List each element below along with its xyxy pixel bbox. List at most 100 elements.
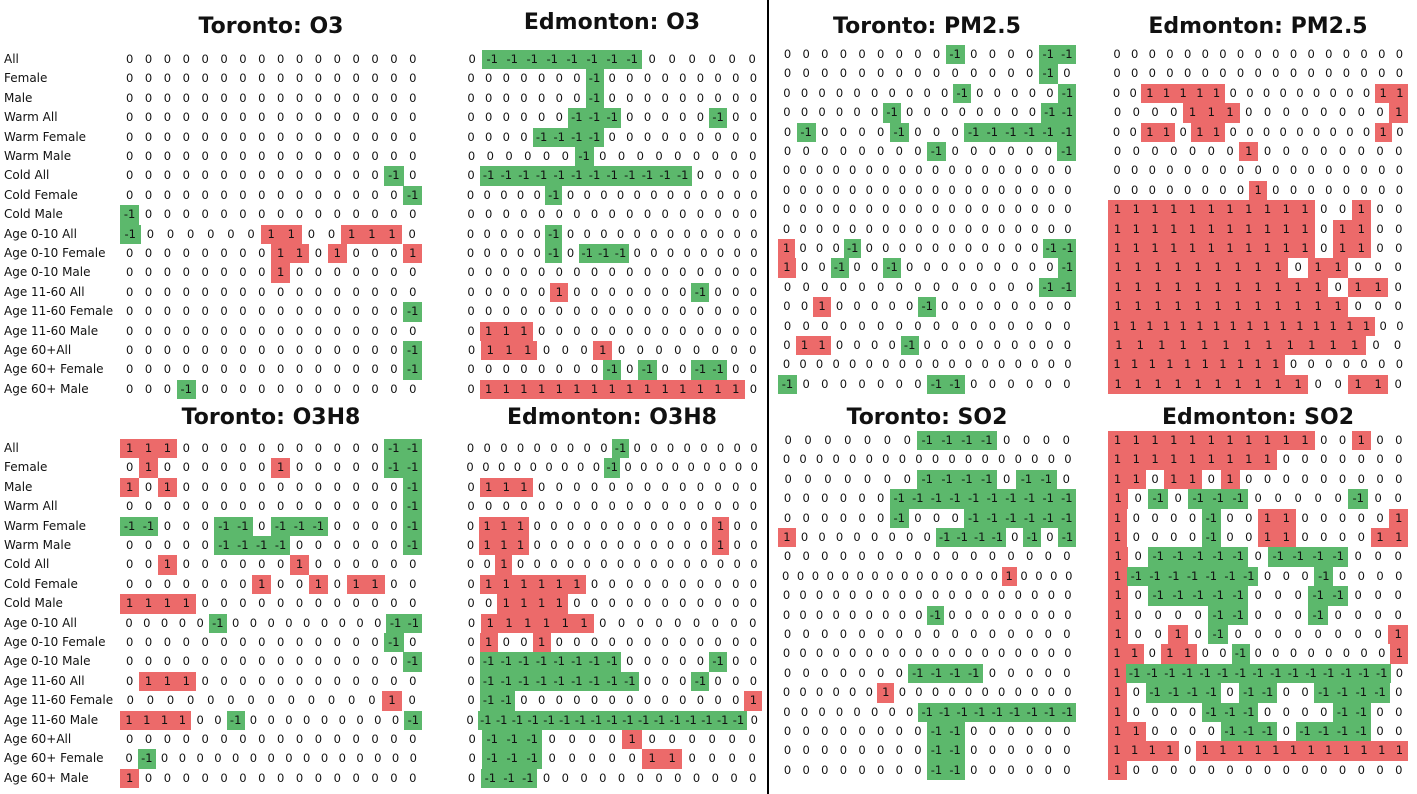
heatmap-cell: 1 — [271, 458, 291, 478]
heatmap-cell: 0 — [915, 452, 923, 467]
heatmap-cell: 0 — [993, 105, 1001, 120]
heatmap-cell: 0 — [970, 627, 978, 641]
heatmap-cell: 0 — [923, 260, 931, 275]
heatmap-cell: 0 — [1129, 124, 1137, 139]
heatmap-cell: 0 — [502, 207, 510, 222]
heatmap-cell: 0 — [1031, 163, 1039, 178]
heatmap-cell: -1 — [585, 69, 604, 89]
heatmap-cell: -1 — [514, 166, 533, 186]
heatmap-cell: 0 — [520, 304, 528, 319]
heatmap-cell: 0 — [390, 246, 398, 260]
heatmap-cell: 0 — [1188, 510, 1197, 525]
heatmap-cell: 1 — [813, 336, 831, 356]
heatmap-cell: 0 — [483, 246, 491, 260]
heatmap-cell: 0 — [1226, 762, 1234, 777]
heatmap-cell: 0 — [661, 635, 669, 649]
heatmap-cell: 0 — [1272, 47, 1280, 61]
heatmap-cell: 0 — [239, 381, 247, 396]
heatmap-cell: 1 — [1249, 741, 1268, 761]
heatmap-cell: 0 — [661, 71, 669, 86]
heatmap-cell: 0 — [858, 491, 866, 506]
heatmap-cell: -1 — [976, 431, 997, 451]
heatmap-cell: 0 — [626, 284, 634, 299]
heatmap-cell: 0 — [214, 751, 222, 766]
heatmap-cell: -1 — [945, 489, 965, 509]
heatmap-cell: 0 — [839, 279, 848, 294]
heatmap-cell: -1 — [525, 710, 542, 730]
heatmap-cell: 0 — [749, 110, 758, 125]
heatmap-cell: 0 — [799, 182, 807, 197]
heatmap-cell: 0 — [1166, 182, 1174, 197]
row-label-male: Male — [4, 90, 33, 105]
row-label-warm-male: Warm Male — [4, 149, 72, 163]
heatmap-cell: 0 — [249, 751, 258, 766]
heatmap-cell: 0 — [239, 284, 247, 299]
heatmap-cell: 0 — [714, 284, 722, 299]
heatmap-cell: 0 — [542, 343, 551, 357]
heatmap-cell: 0 — [692, 343, 701, 357]
heatmap-cell: 1 — [1374, 83, 1392, 104]
heatmap-cell: 0 — [409, 732, 417, 746]
heatmap-cell: 0 — [696, 168, 705, 183]
heatmap-cell: -1 — [403, 185, 423, 206]
heatmap-cell: 0 — [126, 693, 134, 708]
heatmap-cell: 0 — [1320, 433, 1328, 447]
heatmap-cell: 0 — [661, 479, 669, 494]
heatmap-cell: 1 — [1108, 605, 1129, 625]
heatmap-cell: 0 — [636, 615, 644, 630]
heatmap-cell: 0 — [914, 124, 922, 139]
heatmap-cell: 0 — [886, 568, 894, 583]
heatmap-cell: 0 — [981, 202, 989, 217]
heatmap-cell: 0 — [714, 129, 722, 144]
heatmap-cell: 0 — [732, 654, 740, 669]
heatmap-cell: 0 — [1031, 607, 1039, 622]
heatmap-cell: 1 — [479, 633, 498, 653]
heatmap-cell: -1 — [651, 710, 668, 730]
heatmap-cell: 0 — [520, 90, 528, 105]
heatmap-cell: 0 — [839, 144, 848, 158]
heatmap-cell: 0 — [258, 343, 266, 357]
heatmap-cell: 0 — [783, 491, 792, 506]
heatmap-cell: 0 — [390, 323, 398, 338]
heatmap-cell: 0 — [1031, 646, 1039, 661]
heatmap-cell: 0 — [220, 732, 228, 746]
heatmap-cell: 1 — [138, 439, 159, 459]
heatmap-cell: 0 — [1064, 182, 1072, 197]
heatmap-cell: 0 — [679, 90, 687, 105]
heatmap-cell: -1 — [673, 166, 692, 186]
panel-title-toronto-o3h8: Toronto: O3H8 — [181, 405, 361, 430]
heatmap-cell: 0 — [467, 304, 475, 319]
heatmap-cell: 1 — [1188, 258, 1209, 278]
heatmap-cell: 0 — [1132, 762, 1140, 777]
heatmap-cell: 0 — [163, 284, 172, 299]
heatmap-cell: 0 — [711, 149, 719, 163]
heatmap-cell: 0 — [882, 202, 890, 217]
heatmap-cell: 0 — [1395, 452, 1403, 467]
heatmap-cell: 0 — [502, 129, 510, 144]
heatmap-cell: -1 — [1372, 663, 1391, 684]
heatmap-cell: 0 — [633, 538, 641, 552]
heatmap-cell: 0 — [1131, 47, 1139, 61]
heatmap-cell: 0 — [314, 129, 323, 144]
heatmap-cell: 0 — [409, 557, 417, 572]
heatmap-cell: 0 — [1062, 471, 1070, 486]
heatmap-cell: 0 — [661, 265, 669, 280]
heatmap-cell: 0 — [466, 518, 475, 533]
heatmap-cell: 0 — [964, 646, 973, 661]
heatmap-cell: 0 — [1320, 241, 1328, 255]
heatmap-cell: 0 — [732, 265, 740, 280]
heatmap-cell: 1 — [656, 379, 675, 400]
heatmap-cell: 0 — [555, 635, 563, 649]
heatmap-cell: 0 — [333, 441, 341, 455]
heatmap-cell: 1 — [1276, 200, 1296, 220]
heatmap-cell: 0 — [821, 144, 829, 158]
heatmap-cell: 0 — [583, 538, 591, 552]
heatmap-cell: 0 — [732, 362, 740, 377]
heatmap-cell: 0 — [1044, 376, 1052, 391]
heatmap-cell: 0 — [314, 110, 323, 125]
heatmap-cell: 0 — [390, 110, 398, 125]
heatmap-cell: 0 — [125, 615, 133, 630]
heatmap-cell: 0 — [951, 66, 959, 81]
heatmap-cell: 0 — [732, 71, 740, 86]
heatmap-cell: 0 — [882, 221, 890, 236]
